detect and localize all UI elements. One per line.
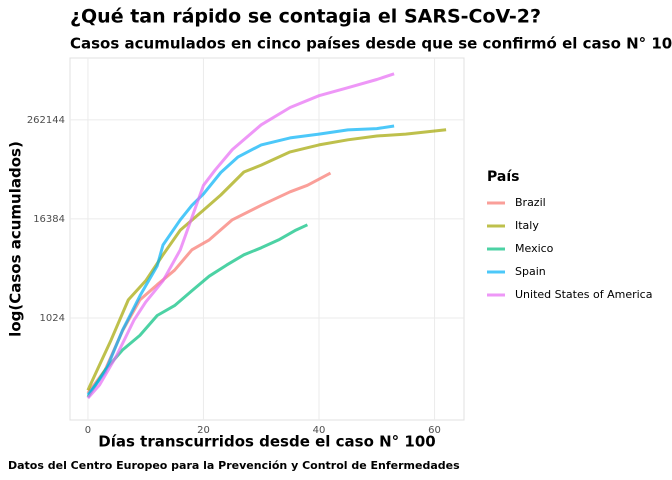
caption: Datos del Centro Europeo para la Prevenc… bbox=[8, 459, 460, 472]
plot-panel bbox=[69, 57, 465, 421]
x-tick-label: 20 bbox=[197, 425, 210, 436]
legend-label: Italy bbox=[515, 219, 539, 232]
y-tick-label: 1024 bbox=[40, 313, 65, 324]
y-tick-label: 262144 bbox=[27, 115, 65, 126]
legend-label: Brazil bbox=[515, 196, 546, 209]
legend-label: Mexico bbox=[515, 242, 554, 255]
x-tick-label: 0 bbox=[85, 425, 91, 436]
series-line bbox=[86, 223, 309, 398]
series-line bbox=[86, 124, 395, 396]
x-tick-label: 40 bbox=[313, 425, 326, 436]
series-line bbox=[86, 128, 447, 391]
x-tick-label: 60 bbox=[428, 425, 441, 436]
legend-label: Spain bbox=[515, 265, 546, 278]
chart-subtitle: Casos acumulados en cinco países desde q… bbox=[70, 35, 672, 53]
x-axis-label: Días transcurridos desde el caso N° 100 bbox=[98, 433, 435, 451]
legend-label: United States of America bbox=[515, 288, 652, 301]
y-tick-label: 16384 bbox=[33, 214, 65, 225]
chart-title: ¿Qué tan rápido se contagia el SARS-CoV-… bbox=[70, 6, 541, 28]
legend-title: País bbox=[487, 169, 519, 185]
series-line bbox=[86, 72, 395, 400]
y-axis-label: log(Casos acumulados) bbox=[7, 141, 25, 337]
